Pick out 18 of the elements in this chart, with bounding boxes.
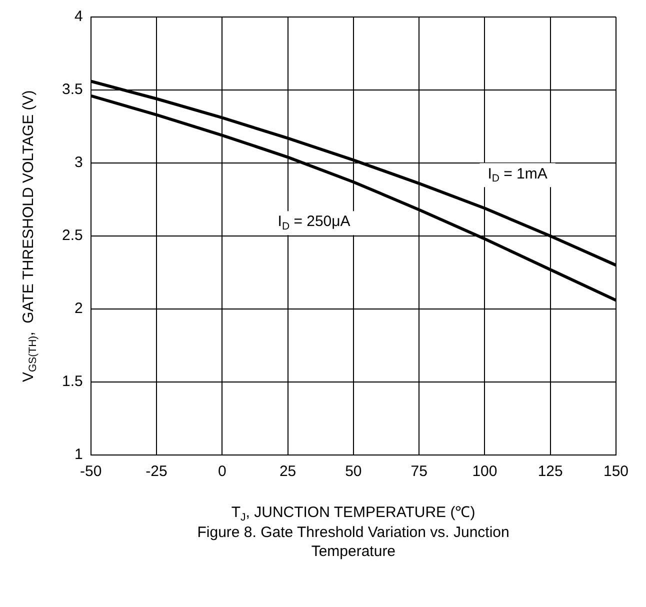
x-tick-label: -25 (146, 463, 168, 480)
y-tick-label: 1 (74, 446, 83, 464)
x-tick-label: 150 (603, 463, 629, 480)
x-tick-label: -50 (80, 463, 102, 480)
x-tick-label: 125 (538, 463, 563, 480)
y-axis-title: VGS(TH), GATE THRESHOLD VOLTAGE (V) (20, 90, 40, 382)
x-tick-label: 100 (472, 463, 498, 480)
y-tick-label: 3 (74, 154, 83, 172)
y-tick-label: 2 (74, 300, 83, 318)
x-tick-label: 50 (345, 463, 362, 480)
y-tick-label: 4 (74, 8, 83, 26)
x-tick-label: 75 (410, 463, 428, 480)
y-tick-label: 2.5 (62, 227, 83, 244)
text: Figure 8. Gate Threshold Variation vs. Junction Temperature (197, 524, 510, 560)
y-tick-label: 3.5 (62, 81, 83, 98)
x-tick-label: 0 (218, 463, 226, 480)
x-tick-label: 25 (279, 463, 296, 480)
y-tick-label: 1.5 (62, 373, 83, 390)
